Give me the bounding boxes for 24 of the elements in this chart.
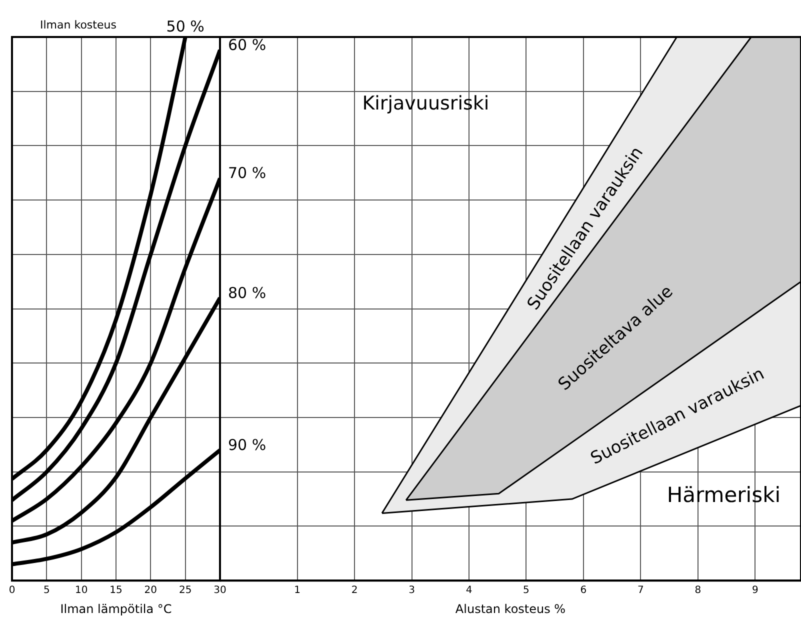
series-label: 80 % [228,284,266,302]
x-tick-label: 6 [580,585,587,596]
x-tick-label: 8 [694,585,702,596]
x-tick-label: 5 [43,585,50,596]
legend-title: Ilman kosteus [40,18,117,32]
series-label: 90 % [228,436,266,454]
x-tick-label: 7 [638,585,644,596]
x-tick-label: 15 [110,585,122,596]
x-tick-label: 0 [8,585,16,596]
x-tick-label: 30 [214,585,226,596]
x-tick-label: 9 [752,585,758,596]
x-tick-label: 3 [408,585,415,596]
x-tick-label: 4 [466,585,472,596]
x-tick-label: 2 [351,585,358,596]
x-tick-label: 20 [144,585,158,596]
x-tick-label: 25 [178,585,192,596]
series-label: 50 % [166,17,204,36]
x-axis-title: Ilman lämpötila °C [60,602,172,616]
x-tick-label: 1 [294,585,300,596]
series-label: 70 % [228,164,266,182]
x-tick-label: 5 [523,585,530,596]
x-axis-title: Alustan kosteus % [455,602,566,616]
series-label: 60 % [228,36,266,54]
x-tick-label: 10 [74,585,88,596]
